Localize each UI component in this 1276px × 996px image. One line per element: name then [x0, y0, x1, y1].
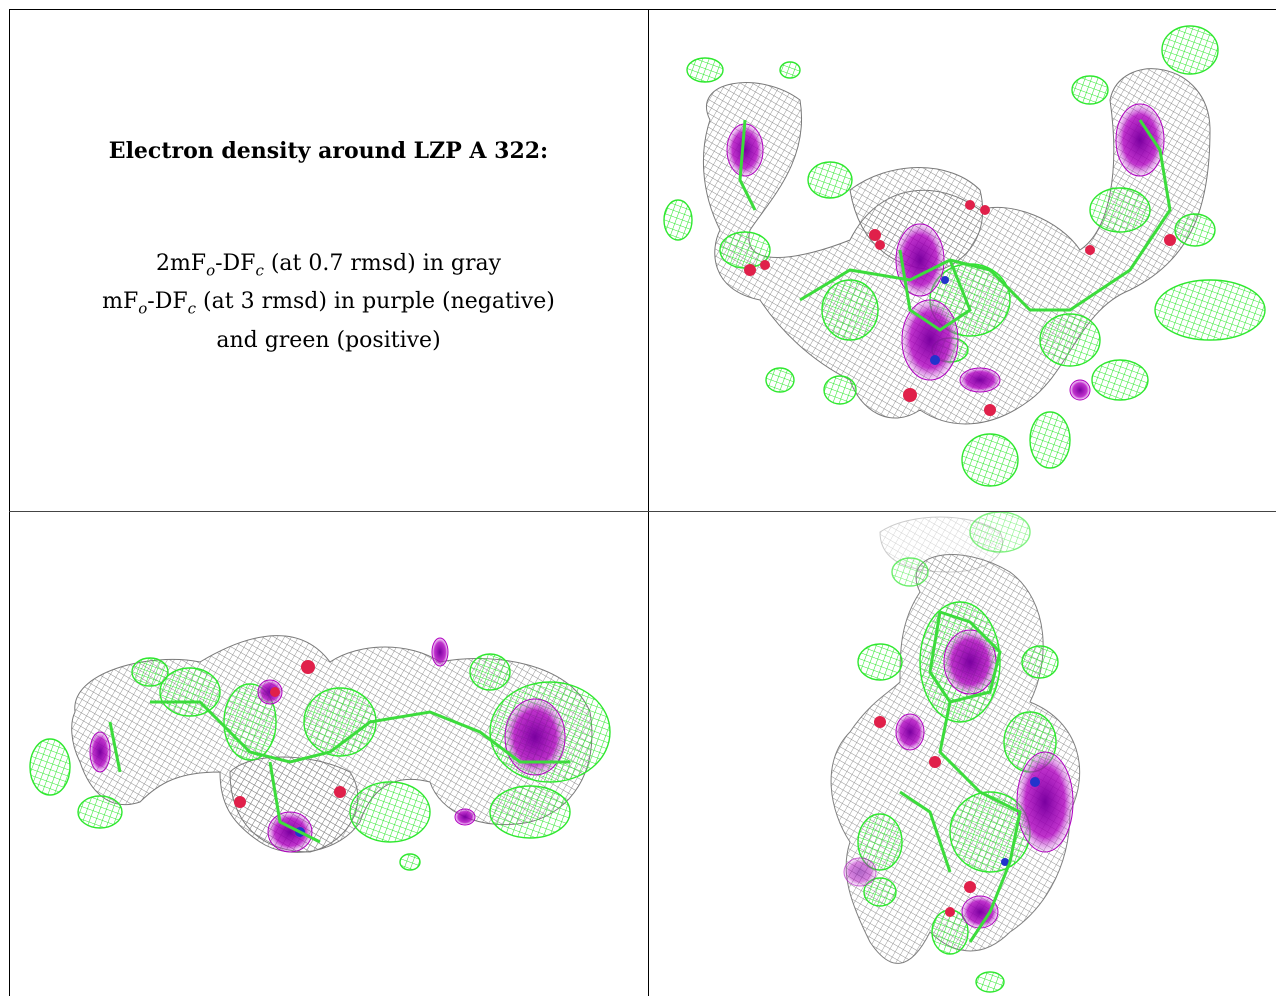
electron-density-mesh-view-2-icon	[29, 635, 611, 871]
electron-density-mesh-view-1-icon	[663, 25, 1266, 487]
caption-line-green: and green (positive)	[216, 327, 441, 353]
caption-body: 2mFo-DFc (at 0.7 rmsd) in gray mFo-DFc (…	[10, 248, 647, 357]
caption-line-2mfo: 2mFo-DFc (at 0.7 rmsd) in gray	[155, 251, 502, 280]
caption-line-mfo: mFo-DFc (at 3 rmsd) in purple (negative)	[102, 289, 555, 318]
view-bottom-left	[10, 512, 648, 996]
caption-title: Electron density around LZP A 322:	[108, 138, 549, 164]
view-bottom-right	[650, 512, 1276, 996]
border-top	[9, 9, 1276, 10]
border-row-separator	[9, 511, 1276, 512]
figure-caption: Electron density around LZP A 322: 2mFo-…	[10, 10, 647, 510]
border-middle	[648, 9, 649, 996]
electron-density-mesh-view-3-icon	[830, 512, 1081, 993]
border-left	[9, 9, 10, 996]
view-top-right	[650, 10, 1276, 510]
